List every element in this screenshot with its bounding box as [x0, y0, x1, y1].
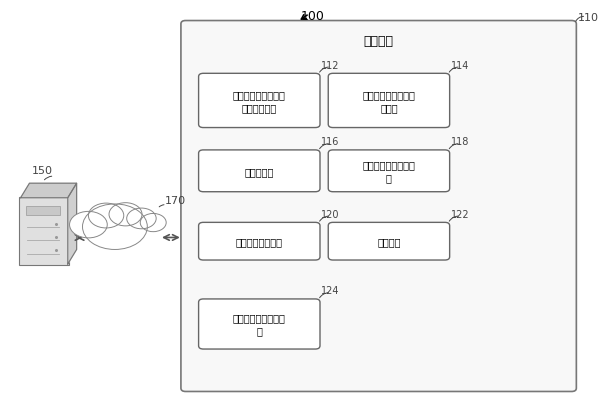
- Text: 118: 118: [451, 137, 469, 147]
- Text: 112: 112: [321, 60, 340, 70]
- Text: 药物敏感状态预测单
元: 药物敏感状态预测单 元: [233, 313, 285, 336]
- Text: 114: 114: [451, 60, 469, 70]
- Text: 120: 120: [321, 209, 340, 219]
- Text: 110: 110: [578, 13, 599, 23]
- FancyBboxPatch shape: [328, 223, 450, 261]
- Circle shape: [88, 204, 124, 228]
- Text: 100: 100: [300, 10, 325, 23]
- Polygon shape: [68, 184, 76, 264]
- Text: 116: 116: [321, 137, 340, 147]
- FancyBboxPatch shape: [198, 223, 320, 261]
- Text: 药物特征生成单元: 药物特征生成单元: [236, 237, 283, 247]
- Text: 药物敏感状态数据获
取单元: 药物敏感状态数据获 取单元: [362, 90, 415, 113]
- FancyBboxPatch shape: [26, 207, 59, 215]
- Text: 计算设备: 计算设备: [364, 35, 394, 48]
- FancyBboxPatch shape: [198, 151, 320, 192]
- FancyBboxPatch shape: [198, 299, 320, 349]
- Text: 124: 124: [321, 285, 340, 296]
- Text: 基因变异特征生成单
元: 基因变异特征生成单 元: [362, 160, 415, 183]
- FancyBboxPatch shape: [181, 21, 576, 392]
- FancyBboxPatch shape: [198, 74, 320, 128]
- Text: 预处理单元: 预处理单元: [245, 166, 274, 176]
- FancyBboxPatch shape: [19, 197, 69, 265]
- Circle shape: [109, 203, 142, 226]
- Text: 基因变异信息和药物
信息获取单元: 基因变异信息和药物 信息获取单元: [233, 90, 285, 113]
- Circle shape: [70, 212, 107, 238]
- Text: 融合单元: 融合单元: [377, 237, 401, 247]
- Text: 150: 150: [32, 166, 53, 176]
- Circle shape: [140, 214, 166, 232]
- Text: 122: 122: [451, 209, 469, 219]
- FancyBboxPatch shape: [328, 74, 450, 128]
- Circle shape: [82, 204, 147, 250]
- FancyBboxPatch shape: [328, 151, 450, 192]
- Circle shape: [127, 209, 156, 229]
- Text: 170: 170: [165, 195, 186, 205]
- Polygon shape: [20, 184, 76, 198]
